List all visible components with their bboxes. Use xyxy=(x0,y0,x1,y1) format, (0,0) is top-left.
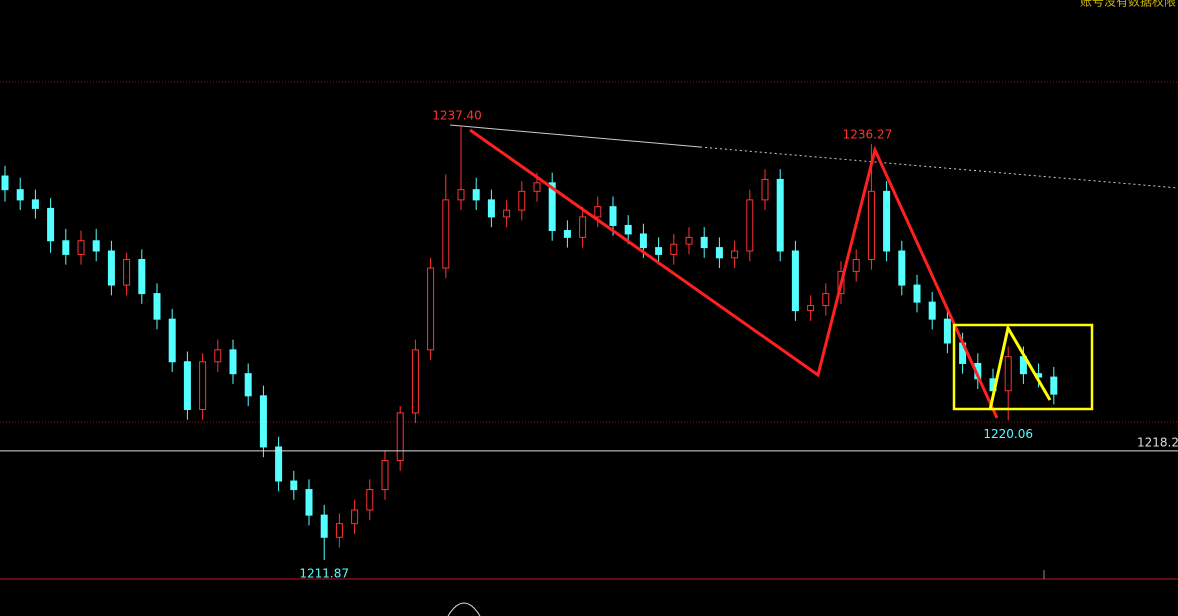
wave-line xyxy=(988,323,1052,411)
candle-body xyxy=(852,259,860,272)
candle-body xyxy=(609,206,617,226)
candle-body xyxy=(594,206,602,218)
candle-body xyxy=(928,301,936,320)
extreme-label: 1237.40 xyxy=(432,108,482,122)
candle-body xyxy=(700,236,708,249)
candle-body xyxy=(396,412,404,462)
wave-line xyxy=(469,128,999,419)
candle-body xyxy=(366,489,374,511)
candle-body xyxy=(381,460,389,491)
candle-body xyxy=(411,349,419,414)
last-price-label: 1218.27 xyxy=(1137,435,1178,449)
candle-body xyxy=(776,178,784,252)
candle-body xyxy=(168,318,176,363)
candle-body xyxy=(47,207,55,242)
highlight-box xyxy=(952,323,1094,411)
candle-body xyxy=(427,267,435,351)
candle-body xyxy=(16,189,24,201)
extreme-label: 1211.87 xyxy=(299,566,349,580)
trend-line xyxy=(449,124,701,148)
candle-body xyxy=(1,175,9,191)
candle-body xyxy=(624,224,632,235)
candle-body xyxy=(335,523,343,538)
candle-body xyxy=(244,373,252,397)
candle-body xyxy=(153,293,161,320)
candle-body xyxy=(898,250,906,286)
candle-body xyxy=(442,199,450,269)
candle-body xyxy=(670,243,678,255)
candle-body xyxy=(715,247,723,259)
indicator-curve xyxy=(447,602,481,616)
candle-body xyxy=(503,209,511,218)
candle-body xyxy=(305,489,313,516)
candle-body xyxy=(563,230,571,238)
candle-body xyxy=(685,236,693,245)
candle-body xyxy=(822,293,830,307)
candle-body xyxy=(107,250,115,286)
extreme-label: 1220.06 xyxy=(983,427,1033,441)
candle-body xyxy=(791,250,799,312)
candle-body xyxy=(579,216,587,238)
candle-body xyxy=(92,240,100,252)
candle-body xyxy=(731,250,739,259)
candle-body xyxy=(77,240,85,255)
candle-body xyxy=(1050,376,1058,395)
candle-body xyxy=(259,395,267,448)
extreme-label: 1236.27 xyxy=(843,128,893,142)
candle-body xyxy=(472,189,480,201)
candle-body xyxy=(655,247,663,255)
candle-body xyxy=(761,178,769,201)
candle-body xyxy=(62,240,70,255)
candle-body xyxy=(1004,356,1012,392)
candle-body xyxy=(275,446,283,482)
candle-body xyxy=(31,199,39,209)
candle-body xyxy=(199,361,207,410)
candle-body xyxy=(138,259,146,295)
candle-body xyxy=(518,190,526,211)
candle-body xyxy=(548,182,556,232)
candle-body xyxy=(913,284,921,303)
candle-body xyxy=(351,509,359,525)
candle-body xyxy=(183,361,191,410)
candle-body xyxy=(229,349,237,375)
trend-line xyxy=(699,146,1178,189)
candle-body xyxy=(807,305,815,312)
candle-body xyxy=(214,349,222,363)
candle-body xyxy=(320,514,328,538)
candle-body xyxy=(533,182,541,192)
candle-body xyxy=(883,190,891,252)
candle-body xyxy=(290,480,298,491)
candle-body xyxy=(639,233,647,249)
notice: 账号没有数据权限 xyxy=(1080,0,1176,9)
candle-body xyxy=(867,190,875,261)
candle-body xyxy=(943,318,951,344)
candle-body xyxy=(746,199,754,252)
candle-body xyxy=(487,199,495,218)
candle-body xyxy=(457,189,465,201)
candle-body xyxy=(123,259,131,286)
